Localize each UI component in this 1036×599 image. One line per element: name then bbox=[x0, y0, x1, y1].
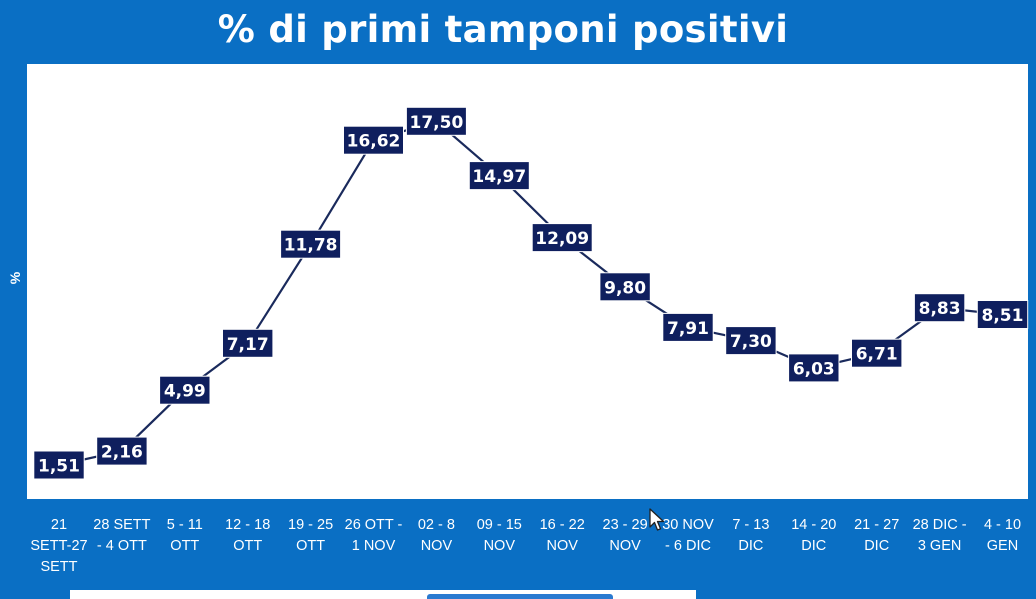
data-label: 9,80 bbox=[604, 278, 646, 298]
data-label-box bbox=[662, 312, 714, 342]
x-tick-label: 21 - 27 DIC bbox=[854, 517, 899, 554]
data-label: 7,30 bbox=[730, 332, 772, 352]
data-label: 16,62 bbox=[347, 132, 401, 152]
x-tick-label: 23 - 29 NOV bbox=[603, 517, 648, 554]
data-point: 6,03 bbox=[788, 353, 840, 383]
data-point: 6,71 bbox=[851, 338, 903, 368]
data-label-box bbox=[976, 300, 1029, 329]
data-point: 8,51 bbox=[976, 300, 1029, 329]
data-label: 6,03 bbox=[793, 359, 835, 379]
data-label-box bbox=[280, 229, 342, 259]
data-point: 4,99 bbox=[159, 375, 211, 405]
x-tick-label: 02 - 8 NOV bbox=[418, 517, 455, 554]
data-label-box bbox=[222, 328, 274, 358]
data-label: 17,50 bbox=[410, 113, 464, 133]
mouse-cursor-icon bbox=[649, 508, 665, 531]
data-point: 7,17 bbox=[222, 328, 274, 358]
data-point: 16,62 bbox=[343, 125, 404, 155]
x-tick-label: 30 NOV - 6 DIC bbox=[662, 517, 714, 554]
data-point: 8,83 bbox=[913, 293, 966, 323]
x-tick-label: 14 - 20 DIC bbox=[791, 517, 836, 554]
data-point: 2,16 bbox=[96, 436, 148, 466]
data-label: 2,16 bbox=[101, 443, 143, 463]
plot-area bbox=[27, 64, 1028, 499]
x-tick-label: 4 - 10 GEN bbox=[984, 517, 1021, 554]
data-label-box bbox=[159, 375, 211, 405]
data-label-box bbox=[531, 223, 593, 253]
data-label-box bbox=[851, 338, 903, 368]
data-label-box bbox=[33, 450, 85, 480]
data-point: 7,91 bbox=[662, 312, 714, 342]
data-label-box bbox=[343, 125, 404, 155]
x-tick-label: 7 - 13 DIC bbox=[732, 517, 769, 554]
data-point: 1,51 bbox=[33, 450, 85, 480]
data-point: 9,80 bbox=[599, 272, 651, 302]
data-point: 14,97 bbox=[468, 161, 530, 191]
x-tick-label: 09 - 15 NOV bbox=[477, 517, 522, 554]
x-tick-label: 26 OTT -1 NOV bbox=[345, 517, 403, 554]
data-label-box bbox=[599, 272, 651, 302]
x-tick-label: 21 SETT-27 SETT bbox=[30, 517, 87, 575]
x-tick-label: 5 - 11 OTT bbox=[167, 517, 203, 554]
data-label: 7,91 bbox=[667, 319, 709, 339]
x-tick-label: 19 - 25 OTT bbox=[288, 517, 333, 554]
data-label: 14,97 bbox=[472, 167, 526, 187]
data-point: 11,78 bbox=[280, 229, 342, 259]
series-line bbox=[58, 120, 1003, 467]
data-label-box bbox=[913, 293, 966, 323]
bottom-tab-edge bbox=[427, 594, 613, 599]
data-label: 6,71 bbox=[856, 345, 898, 365]
x-tick-label: 12 - 18 OTT bbox=[225, 517, 270, 554]
data-point: 7,30 bbox=[725, 326, 777, 356]
data-label: 8,51 bbox=[982, 306, 1024, 326]
data-label: 11,78 bbox=[284, 236, 338, 256]
data-label: 4,99 bbox=[164, 382, 206, 402]
data-label-box bbox=[788, 353, 840, 383]
data-label-box bbox=[96, 436, 148, 466]
x-tick-label: 16 - 22 NOV bbox=[540, 517, 585, 554]
data-label-box bbox=[468, 161, 530, 191]
x-tick-label: 28 SETT - 4 OTT bbox=[93, 517, 150, 554]
data-label: 7,17 bbox=[227, 335, 269, 355]
data-point: 12,09 bbox=[531, 223, 593, 253]
data-label-box bbox=[725, 326, 777, 356]
data-label: 8,83 bbox=[919, 299, 961, 319]
data-label: 1,51 bbox=[38, 457, 80, 477]
data-point: 17,50 bbox=[405, 106, 467, 136]
bottom-panel-edge bbox=[70, 590, 696, 599]
data-label: 12,09 bbox=[535, 229, 589, 249]
data-label-box bbox=[405, 106, 467, 136]
chart-title: % di primi tamponi positivi bbox=[217, 8, 789, 51]
x-tick-label: 28 DIC -3 GEN bbox=[913, 517, 967, 554]
